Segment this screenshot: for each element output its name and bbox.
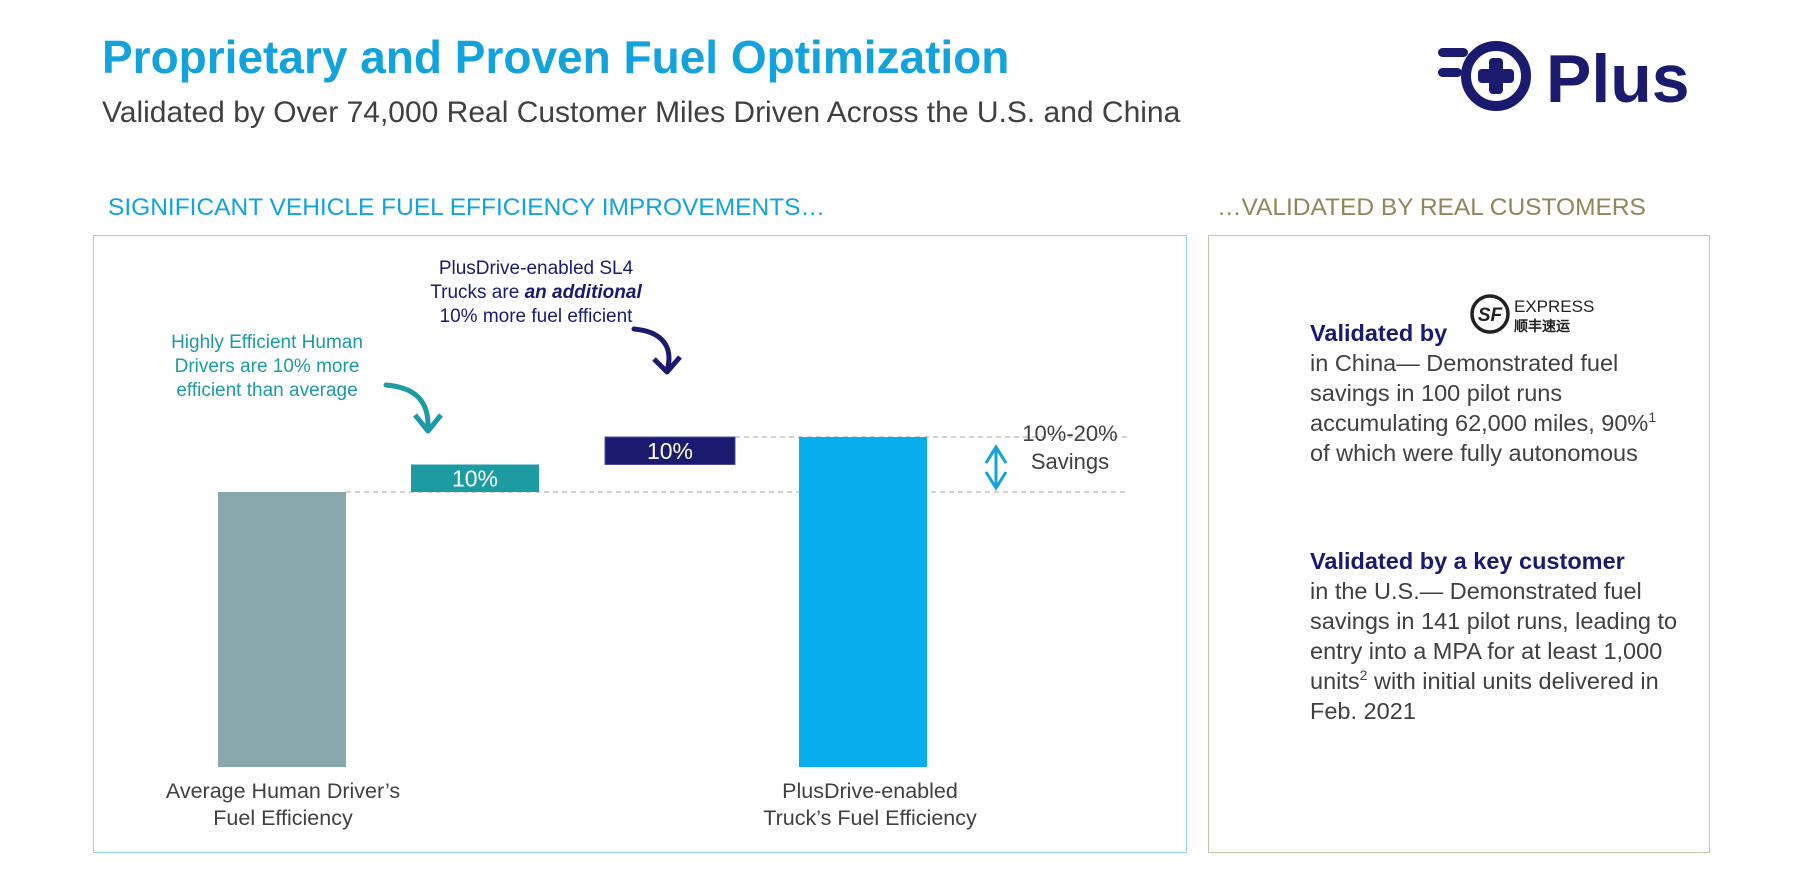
logo-speed-line-top — [1438, 48, 1468, 57]
plusdrive-callout-arrowhead — [652, 355, 682, 375]
page-subtitle: Validated by Over 74,000 Real Customer M… — [102, 96, 1181, 129]
bar-labels-group: 10% 10% — [452, 438, 693, 492]
chart-panel — [93, 235, 1187, 853]
plus-logo: Plus — [1438, 41, 1690, 117]
footnote-1: 1 — [1648, 409, 1657, 426]
bar-2 — [604, 436, 736, 465]
bar-label-1: 10% — [452, 465, 498, 491]
logo-cross-horizontal — [1478, 69, 1514, 83]
footnote-2: 2 — [1359, 667, 1368, 684]
fuel-efficiency-chart: 10% 10% — [218, 326, 1128, 767]
plusdrive-annotation-line2-pre: Trucks are — [430, 282, 525, 303]
validation-china-body-end: of which were fully autonomous — [1310, 440, 1638, 466]
bar-1 — [411, 464, 539, 492]
page-title: Proprietary and Proven Fuel Optimization — [102, 31, 1010, 83]
savings-arrow-head-top — [984, 444, 1008, 464]
savings-range-label: 10%-20% Savings — [1022, 421, 1118, 474]
bar-3 — [799, 437, 927, 767]
validation-us-lead: Validated by a key customer — [1310, 548, 1625, 574]
validation-china-body: in China— Demonstrated fuel savings in 1… — [1310, 350, 1649, 436]
sf-logo-mark: SF — [1478, 305, 1504, 326]
logo-speed-line-bottom — [1438, 68, 1462, 77]
plusdrive-annotation-line3: 10% more fuel efficient — [439, 306, 633, 327]
sf-logo-circle — [1470, 294, 1510, 334]
bars-group — [218, 436, 927, 767]
right-section-heading: …VALIDATED BY REAL CUSTOMERS — [1217, 194, 1646, 221]
validation-us: Validated by a key customer in the U.S.—… — [1310, 546, 1680, 726]
validation-china-lead: Validated by — [1310, 320, 1448, 346]
logo-ring — [1461, 41, 1531, 111]
validation-us-body-end: with initial units delivered in Feb. 202… — [1310, 668, 1659, 724]
plusdrive-callout-arrow — [631, 326, 672, 370]
logo-wordmark: Plus — [1546, 41, 1690, 117]
bar-0 — [218, 492, 346, 767]
human-callout-arrow — [383, 382, 431, 428]
validation-panel — [1208, 235, 1710, 853]
sf-logo-wordmark: EXPRESS — [1514, 297, 1594, 316]
validation-china: Validated by in China— Demonstrated fuel… — [1310, 318, 1680, 468]
plusdrive-annotation: PlusDrive-enabled SL4 Trucks are an addit… — [404, 257, 668, 329]
human-driver-annotation: Highly Efficient Human Drivers are 10% m… — [171, 332, 363, 401]
bar-label-2: 10% — [647, 438, 693, 464]
plusdrive-annotation-line1: PlusDrive-enabled SL4 — [438, 258, 634, 279]
annotation-arrows — [383, 326, 1008, 491]
left-section-heading: SIGNIFICANT VEHICLE FUEL EFFICIENCY IMPR… — [108, 194, 825, 221]
validation-us-body: in the U.S.— Demonstrated fuel savings i… — [1310, 578, 1678, 694]
plusdrive-annotation-emphasis: an additional — [524, 282, 642, 303]
sf-logo-chinese: 顺丰速运 — [1514, 318, 1570, 335]
category-label-plusdrive: PlusDrive-enabled Truck’s Fuel Efficienc… — [763, 779, 977, 830]
sf-express-logo: SF EXPRESS 顺丰速运 — [1470, 294, 1594, 335]
savings-arrow-head-bottom — [984, 471, 1008, 491]
category-label-human: Average Human Driver’s Fuel Efficiency — [165, 779, 401, 830]
human-callout-arrowhead — [413, 413, 443, 434]
